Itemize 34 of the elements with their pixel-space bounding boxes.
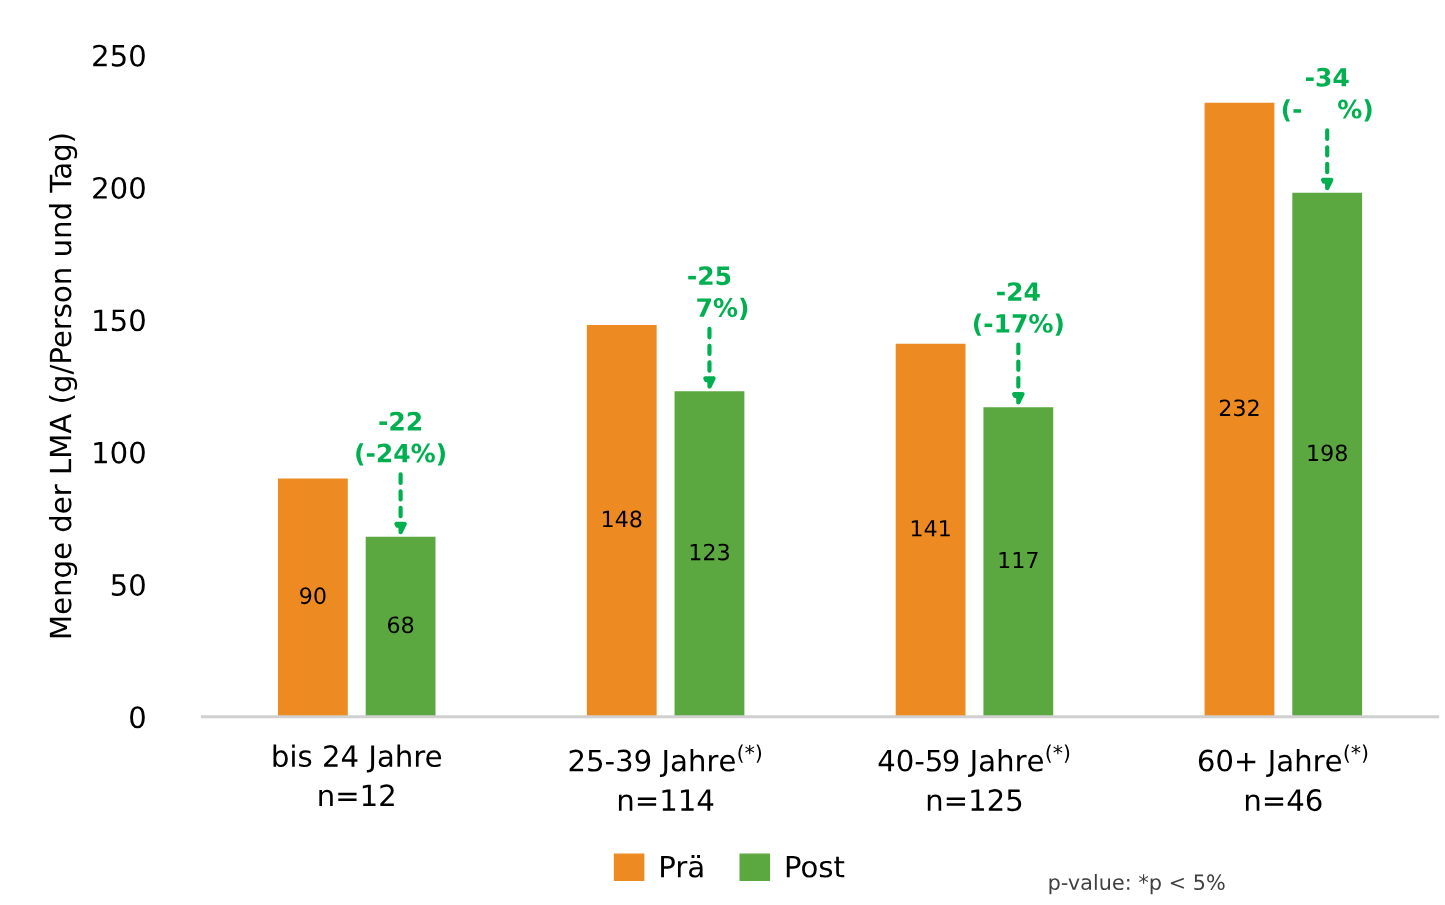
- category-label: 25-39 Jahre$^{(*)}$ n=114: [569, 744, 762, 811]
- bar: [895, 343, 966, 717]
- annotation: -24 (-17%): [973, 282, 1063, 336]
- legend-label: Post: [786, 855, 845, 878]
- bar: [1204, 102, 1275, 717]
- bar: [365, 536, 436, 717]
- data-label: 232: [1219, 399, 1259, 417]
- legend-label: Prä: [661, 855, 703, 878]
- y-axis-title: Menge der LMA (g/Person und Tag): [48, 134, 78, 638]
- y-tick-label: 150: [94, 309, 145, 332]
- y-tick-label: 0: [130, 706, 145, 729]
- bar: [1292, 192, 1363, 717]
- data-label: 68: [388, 616, 414, 634]
- bar: [586, 325, 657, 717]
- y-tick-label: 50: [111, 573, 145, 596]
- category-label: 60+ Jahre$^{(*)}$ n=46: [1198, 744, 1368, 812]
- bar: [674, 391, 745, 717]
- data-label: 148: [602, 510, 642, 528]
- text: p-value: *p < 5%: [1049, 873, 1225, 895]
- data-label: 117: [999, 551, 1038, 569]
- annotation: -22 (-24%): [356, 411, 445, 466]
- annotation: -25 7%): [688, 266, 748, 320]
- bar: [983, 407, 1054, 717]
- data-label: 90: [300, 587, 326, 605]
- data-label: 198: [1308, 444, 1347, 462]
- y-tick-label: 200: [93, 176, 145, 200]
- category-label: 40-59 Jahre$^{(*)}$ n=125: [878, 744, 1070, 812]
- data-label: 141: [911, 520, 950, 537]
- y-tick-label: 100: [94, 441, 145, 464]
- data-label: 123: [690, 543, 729, 561]
- annotation: -34 (- %): [1282, 67, 1372, 122]
- x-tick-label: bis 24 Jahre n=12: [273, 744, 442, 807]
- y-tick-label: 250: [93, 44, 145, 67]
- bar: [277, 478, 348, 717]
